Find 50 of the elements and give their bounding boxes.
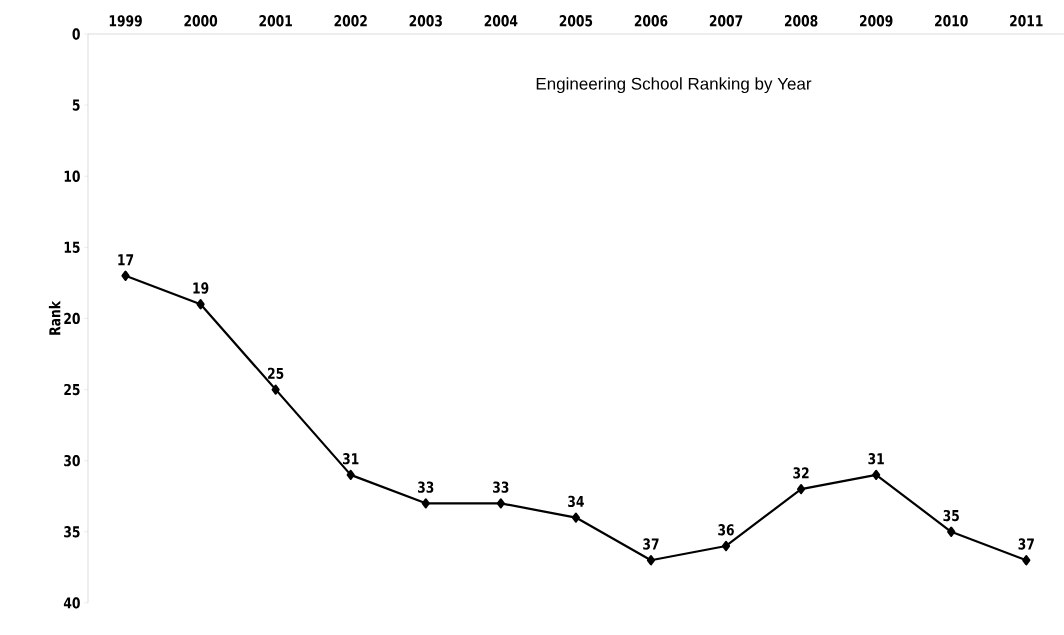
x-tick-label: 2002 — [334, 15, 367, 27]
point — [421, 498, 430, 509]
point — [496, 498, 505, 509]
x-tick-label: 2005 — [559, 15, 593, 27]
y-axis-title: Rank — [48, 300, 61, 335]
x-tick-label: 1999 — [109, 15, 142, 27]
x-tick-label: 2009 — [860, 15, 893, 27]
y-tick-label: 5 — [72, 99, 80, 111]
x-tick-label: 2001 — [259, 15, 292, 27]
point — [721, 540, 731, 552]
y-tick-label: 40 — [63, 597, 80, 609]
data-label: 17 — [118, 254, 134, 266]
y-tick-label: 0 — [72, 28, 80, 40]
data-label: 32 — [793, 467, 809, 479]
point — [1022, 555, 1031, 566]
point — [796, 484, 806, 495]
y-tick-label: 20 — [64, 312, 80, 325]
x-tick-label: 2006 — [634, 15, 668, 27]
data-label: 37 — [643, 538, 659, 550]
x-tick-label: 2008 — [784, 15, 818, 27]
point — [872, 469, 881, 481]
y-tick-label: 25 — [64, 383, 80, 396]
data-label: 33 — [493, 481, 509, 493]
x-tick-label: 2011 — [1010, 15, 1043, 27]
text: Engineering School Ranking by Year — [536, 77, 812, 94]
y-tick-label: 15 — [64, 241, 80, 253]
x-tick-label: 2007 — [709, 15, 743, 27]
point — [121, 270, 130, 281]
data-label: 19 — [193, 282, 209, 294]
point — [346, 469, 355, 481]
y-tick-label: 30 — [64, 455, 80, 467]
data-label: 35 — [943, 509, 959, 522]
point — [196, 299, 205, 310]
point — [646, 555, 656, 566]
data-label: 25 — [268, 367, 284, 380]
data-label: 36 — [718, 524, 734, 536]
y-tick-label: 10 — [64, 170, 80, 182]
y-tick-label: 35 — [64, 526, 80, 538]
data-label: 34 — [568, 495, 584, 508]
data-label: 37 — [1018, 538, 1034, 550]
x-tick-label: 2010 — [935, 15, 968, 27]
point — [571, 512, 580, 523]
point — [947, 526, 956, 537]
x-tick-label: 2003 — [409, 15, 442, 27]
x-tick-label: 2000 — [184, 15, 218, 27]
data-label: 31 — [342, 453, 359, 465]
point — [271, 384, 280, 395]
data-label: 33 — [418, 481, 434, 493]
data-label: 31 — [868, 453, 884, 465]
x-tick-label: 2004 — [484, 15, 518, 27]
